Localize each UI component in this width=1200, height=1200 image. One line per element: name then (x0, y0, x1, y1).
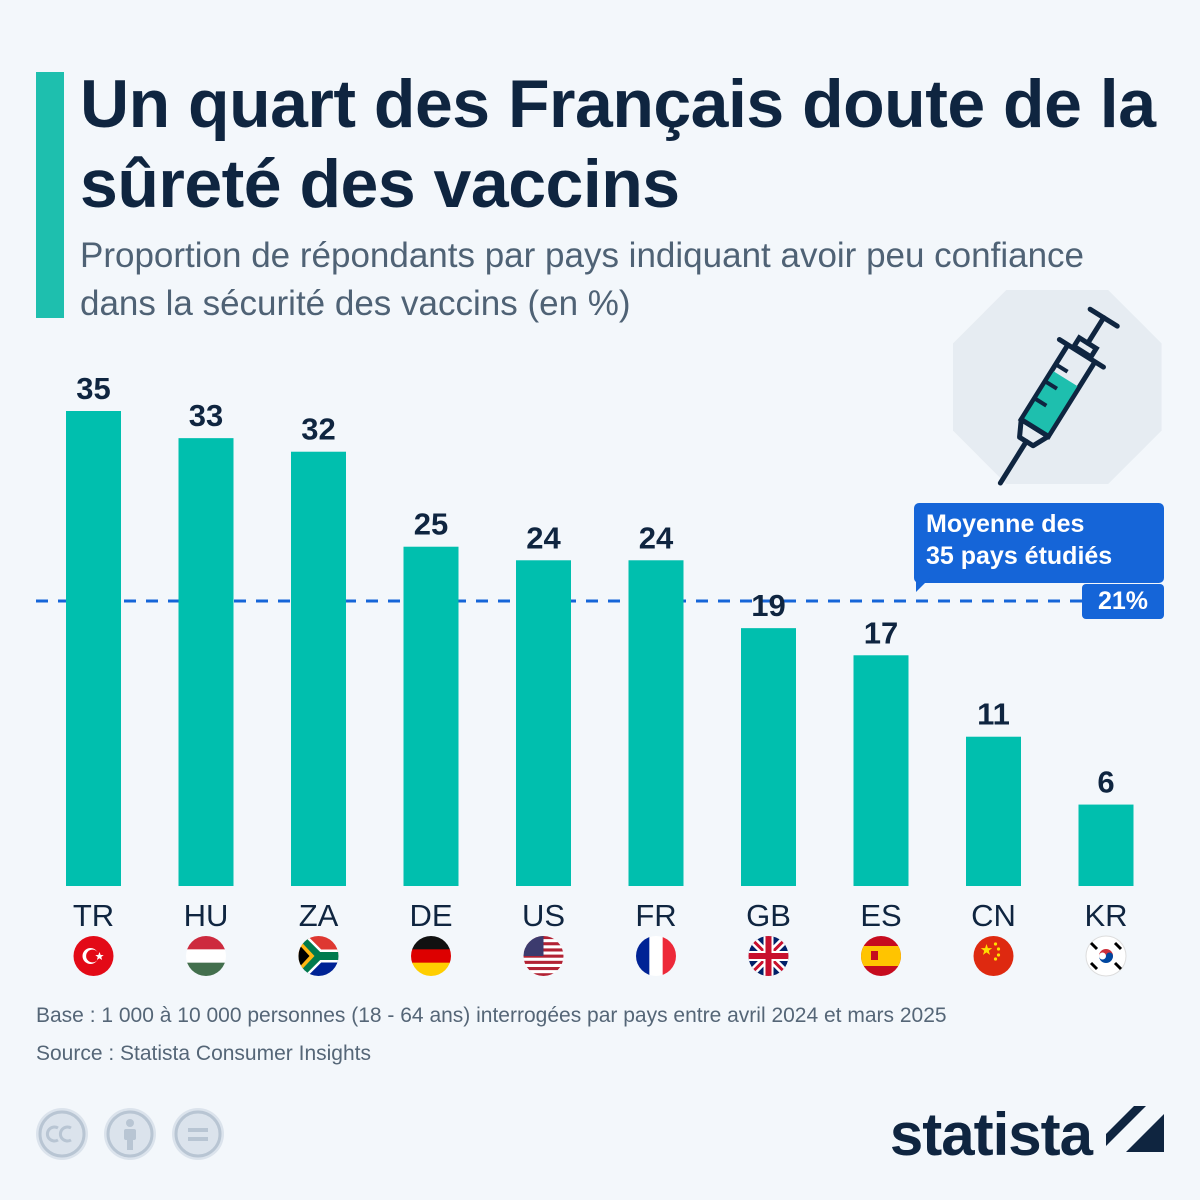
value-label-kr: 6 (1097, 765, 1114, 800)
page-subtitle: Proportion de répondants par pays indiqu… (80, 236, 1085, 323)
cc-icon (36, 1108, 88, 1160)
statista-logo: statista (890, 1100, 1164, 1170)
no-derivatives-icon (172, 1108, 224, 1160)
title-accent-bar (36, 72, 64, 318)
average-label-pointer (916, 578, 930, 592)
bar-es (853, 655, 909, 886)
category-label-za: ZA (299, 898, 339, 933)
bar-cn (966, 736, 1021, 886)
average-label-line1: Moyenne des (926, 510, 1085, 538)
uk-flag-icon (748, 936, 789, 976)
usa-flag-icon (523, 936, 564, 976)
bar-tr (66, 411, 121, 886)
base-note: Base : 1 000 à 10 000 personnes (18 - 64… (36, 1004, 947, 1027)
category-label-tr: TR (73, 898, 114, 933)
syringe-icon (950, 290, 1165, 490)
category-label-es: ES (860, 898, 901, 933)
category-label-fr: FR (635, 898, 676, 933)
logo-text: statista (889, 1101, 1093, 1168)
south-africa-flag-icon (298, 936, 339, 976)
statista-logo-icon (1106, 1106, 1164, 1164)
bar-hu (178, 438, 234, 886)
south-korea-flag-icon (1085, 935, 1127, 977)
value-label-hu: 33 (189, 398, 223, 433)
category-label-gb: GB (746, 898, 791, 933)
category-label-cn: CN (971, 898, 1016, 933)
average-label: Moyenne des 35 pays étudiés (914, 503, 1164, 583)
china-flag-icon (973, 936, 1014, 976)
hungary-flag-icon (186, 936, 226, 976)
average-value: 21% (1082, 584, 1164, 619)
turkey-flag-icon (73, 936, 114, 976)
value-label-za: 32 (301, 412, 335, 447)
license-icons (36, 1108, 224, 1160)
attribution-icon (104, 1108, 156, 1160)
bar-gb (741, 628, 796, 886)
value-label-tr: 35 (76, 371, 110, 406)
bar-kr (1078, 804, 1134, 886)
category-label-hu: HU (184, 898, 229, 933)
average-label-line2: 35 pays étudiés (926, 542, 1113, 570)
value-label-gb: 19 (751, 588, 785, 623)
bar-us (516, 560, 571, 886)
bar-chart: 35 TR 33 HU 32 ZA 25 DE 24 US 24 FR 19 GB 17 ES 11 CN 6 KR (36, 371, 1134, 977)
france-flag-icon (636, 936, 676, 976)
value-label-fr: 24 (639, 520, 674, 555)
value-label-us: 24 (526, 520, 561, 555)
value-label-es: 17 (864, 615, 898, 650)
category-label-kr: KR (1084, 898, 1127, 933)
bar-za (291, 451, 346, 886)
value-label-de: 25 (414, 507, 448, 542)
source-note: Source : Statista Consumer Insights (36, 1042, 371, 1065)
germany-flag-icon (411, 936, 451, 976)
spain-flag-icon (861, 936, 901, 976)
bar-fr (628, 560, 684, 886)
category-label-de: DE (409, 898, 452, 933)
bar-de (403, 546, 459, 886)
value-label-cn: 11 (977, 697, 1010, 732)
page-title: Un quart des Français doute de la sûreté… (80, 66, 1156, 222)
category-label-us: US (522, 898, 565, 933)
